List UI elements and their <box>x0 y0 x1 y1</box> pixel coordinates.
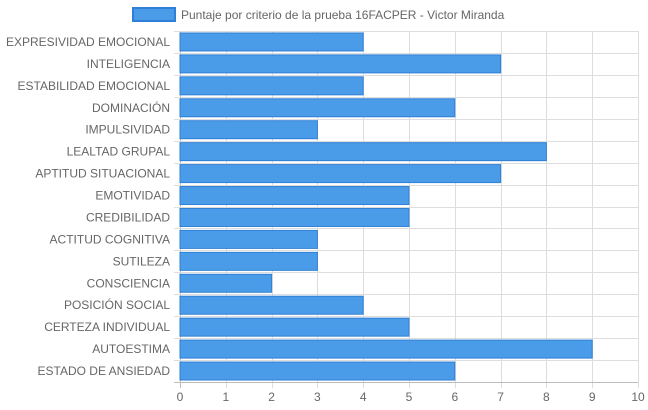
bar[interactable] <box>179 251 318 271</box>
bar[interactable] <box>179 98 456 118</box>
x-tick-label: 6 <box>451 390 458 404</box>
bar[interactable] <box>179 120 318 140</box>
category-label: SUTILEZA <box>113 254 170 268</box>
legend-label[interactable]: Puntaje por criterio de la prueba 16FACP… <box>181 8 505 22</box>
legend[interactable]: Puntaje por criterio de la prueba 16FACP… <box>132 7 505 22</box>
x-tick-label: 1 <box>222 390 229 404</box>
bar[interactable] <box>179 186 410 206</box>
bars <box>179 32 593 381</box>
x-tick-label: 4 <box>360 390 367 404</box>
category-label: POSICIÓN SOCIAL <box>64 297 170 312</box>
bar[interactable] <box>179 54 502 74</box>
x-tick-labels: 0 1 2 3 4 5 6 7 8 9 10 <box>177 390 645 404</box>
bar[interactable] <box>179 207 410 227</box>
category-label: DOMINACIÓN <box>92 100 170 115</box>
x-tick-label: 5 <box>406 390 413 404</box>
category-labels: EXPRESIVIDAD EMOCIONAL INTELIGENCIA ESTABI… <box>6 35 170 378</box>
bar[interactable] <box>179 32 364 52</box>
category-label: ESTADO DE ANSIEDAD <box>38 364 171 378</box>
category-label: EXPRESIVIDAD EMOCIONAL <box>6 35 170 49</box>
category-label: LEALTAD GRUPAL <box>67 145 171 159</box>
bar[interactable] <box>179 317 410 337</box>
category-label: AUTOESTIMA <box>92 342 170 356</box>
category-label: CREDIBILIDAD <box>86 210 170 224</box>
x-tick-label: 8 <box>543 390 550 404</box>
bar[interactable] <box>179 273 273 293</box>
bar[interactable] <box>179 229 318 249</box>
bar[interactable] <box>179 142 547 162</box>
bar[interactable] <box>179 76 364 96</box>
grid-lines <box>174 31 639 388</box>
bar[interactable] <box>179 295 364 315</box>
bar[interactable] <box>179 339 593 359</box>
legend-swatch[interactable] <box>132 7 176 22</box>
category-label: CERTEZA INDIVIDUAL <box>44 320 170 334</box>
category-label: EMOTIVIDAD <box>95 189 170 203</box>
category-label: APTITUD SITUACIONAL <box>35 167 170 181</box>
x-tick-label: 0 <box>177 390 184 404</box>
bar[interactable] <box>179 164 502 184</box>
x-tick-label: 7 <box>497 390 504 404</box>
category-label: ESTABILIDAD EMOCIONAL <box>18 79 171 93</box>
bar[interactable] <box>179 361 456 381</box>
category-label: IMPULSIVIDAD <box>85 123 170 137</box>
x-tick-label: 3 <box>314 390 321 404</box>
x-tick-label: 10 <box>631 390 645 404</box>
category-label: INTELIGENCIA <box>87 57 170 71</box>
x-tick-label: 9 <box>589 390 596 404</box>
category-label: ACTITUD COGNITIVA <box>50 232 170 246</box>
x-tick-label: 2 <box>268 390 275 404</box>
category-label: CONSCIENCIA <box>87 276 170 290</box>
